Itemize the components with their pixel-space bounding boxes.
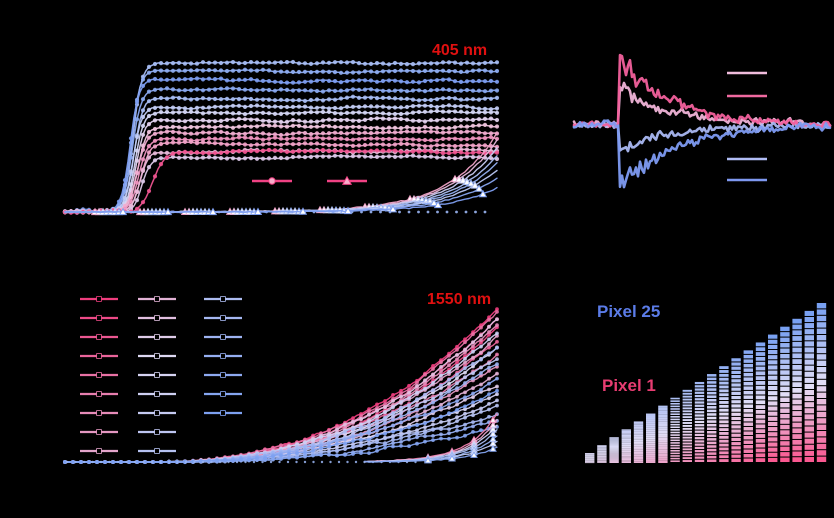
panel-d-pixel-stacked-bar-chart [585, 303, 827, 464]
panel-a-405nm-response-chart [62, 59, 500, 216]
panel-b-transient-decay-chart [572, 53, 832, 189]
pixel-25-label: Pixel 25 [597, 302, 660, 321]
panel-a-wavelength-label: 405 nm [432, 42, 487, 59]
pixel-1-label: Pixel 1 [602, 376, 656, 395]
panel-c-1550nm-response-chart [63, 296, 499, 465]
panel-c-wavelength-label: 1550 nm [427, 291, 491, 308]
